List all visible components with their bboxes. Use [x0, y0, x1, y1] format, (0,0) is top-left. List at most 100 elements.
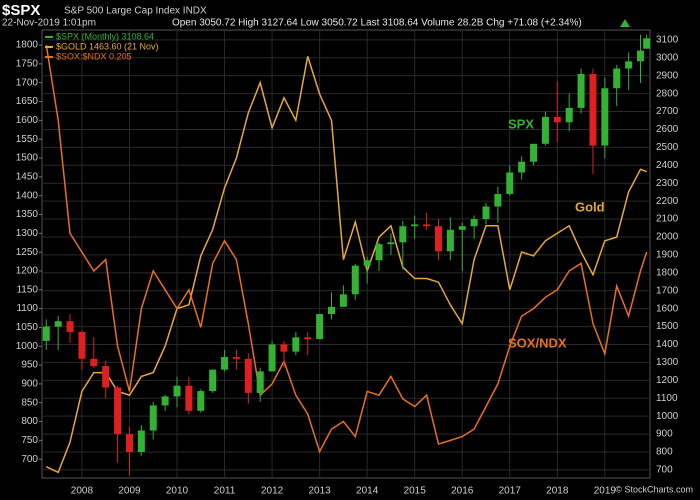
candle-body — [625, 61, 633, 69]
line-series — [45, 56, 647, 474]
candle-body — [446, 229, 454, 252]
candle-body — [423, 224, 431, 227]
y-tick-label: 800 — [21, 416, 38, 427]
y2-tick-label: 1000 — [656, 411, 679, 422]
candle-body — [458, 226, 466, 230]
candle-body — [482, 206, 490, 220]
y2-tick-label: 800 — [656, 447, 673, 458]
y2-tick-label: 2500 — [656, 142, 679, 153]
candle-body — [613, 68, 621, 89]
candle-body — [339, 294, 347, 307]
y2-tick-label: 1100 — [656, 393, 678, 404]
y-tick-label: 950 — [21, 360, 38, 371]
candle-body — [589, 73, 597, 146]
candle-body — [643, 38, 651, 49]
candle-body — [185, 385, 193, 411]
y2-tick-label: 3100 — [656, 34, 679, 45]
annotation: Gold — [575, 199, 605, 214]
annotation: SOX/NDX — [508, 335, 567, 350]
y2-tick-label: 700 — [656, 465, 673, 476]
plot-frame — [41, 29, 651, 479]
candle-body — [304, 337, 312, 340]
candle-body — [470, 219, 478, 227]
candle-body — [221, 357, 229, 370]
candle-body — [125, 434, 133, 453]
candle-body — [506, 172, 514, 194]
y-tick-label: 1000 — [16, 341, 39, 352]
line-series — [45, 44, 648, 454]
y2-tick-label: 2200 — [656, 196, 679, 207]
candle-body — [636, 50, 644, 62]
y-tick-label: 900 — [21, 379, 38, 390]
x-tick-label: 2017 — [499, 486, 522, 497]
candle-body — [363, 260, 371, 266]
x-tick-label: 2012 — [261, 486, 284, 497]
candle-body — [197, 391, 205, 411]
candle-body — [316, 314, 324, 340]
y2-tick-label: 2900 — [656, 70, 679, 81]
chart-title: S&P 500 Large Cap Index INDX — [64, 6, 207, 17]
y-tick-label: 1550 — [16, 134, 39, 145]
candle-body — [553, 116, 561, 123]
y-tick-label: 1400 — [16, 190, 39, 201]
y-tick-label: 1050 — [16, 322, 39, 333]
candle-body — [149, 405, 157, 431]
candle-body — [577, 73, 585, 108]
x-tick-label: 2016 — [451, 486, 474, 497]
candle-body — [280, 344, 288, 352]
candle-body — [328, 306, 336, 315]
candle-body — [102, 366, 110, 388]
y2-tick-label: 2300 — [656, 178, 679, 189]
candle-body — [292, 337, 300, 352]
candle-body — [42, 326, 50, 341]
candle-body — [601, 88, 609, 146]
candle-body — [530, 143, 538, 162]
y2-tick-label: 2000 — [656, 232, 679, 243]
candle-body — [114, 387, 122, 435]
candle-body — [375, 244, 383, 261]
candle-body — [565, 107, 573, 123]
candle-body — [268, 344, 276, 372]
y-tick-label: 850 — [21, 397, 38, 408]
y2-tick-label: 1700 — [656, 285, 679, 296]
y-tick-label: 1800 — [16, 40, 39, 51]
y2-tick-label: 1200 — [656, 375, 679, 386]
candle-body — [518, 161, 526, 173]
y2-tick-label: 2100 — [656, 214, 679, 225]
candle-body — [54, 321, 62, 327]
y-tick-label: 1700 — [16, 77, 39, 88]
candle-body — [399, 226, 407, 243]
y2-tick-label: 1900 — [656, 250, 679, 261]
y2-tick-label: 2700 — [656, 106, 679, 117]
candle-body — [434, 226, 442, 252]
y2-tick-label: 2800 — [656, 88, 679, 99]
x-tick-label: 2015 — [404, 486, 427, 497]
candle-body — [351, 265, 359, 295]
quote: Open 3050.72 High 3127.64 Low 3050.72 La… — [172, 18, 582, 29]
x-tick-label: 2011 — [214, 486, 236, 497]
y2-tick-label: 1300 — [656, 357, 679, 368]
y-tick-label: 1150 — [16, 284, 38, 295]
candle-body — [541, 116, 549, 144]
credit: © StockCharts.com — [615, 484, 693, 494]
legend-label: $SOX:$NDX 0.205 — [56, 51, 132, 61]
y-tick-label: 1650 — [16, 96, 39, 107]
y2-tick-label: 2400 — [656, 160, 679, 171]
x-tick-label: 2014 — [356, 486, 379, 497]
candle-body — [387, 242, 395, 245]
y2-tick-label: 1400 — [656, 339, 679, 350]
legend-label: $SPX (Monthly) 3108.64 — [56, 31, 154, 41]
annotation: SPX — [508, 116, 534, 131]
candle-body — [173, 385, 181, 397]
x-tick-label: 2013 — [308, 486, 331, 497]
y-tick-label: 1250 — [16, 247, 39, 258]
y-tick-label: 1500 — [16, 153, 39, 164]
symbol: $SPX — [2, 2, 40, 19]
y-tick-label: 750 — [21, 435, 38, 446]
candle-body — [66, 321, 74, 332]
y-tick-label: 1450 — [16, 171, 39, 182]
candle-body — [232, 357, 240, 359]
y-tick-label: 1300 — [16, 228, 39, 239]
legend-label: $GOLD 1463.60 (21 Nov) — [56, 41, 159, 51]
